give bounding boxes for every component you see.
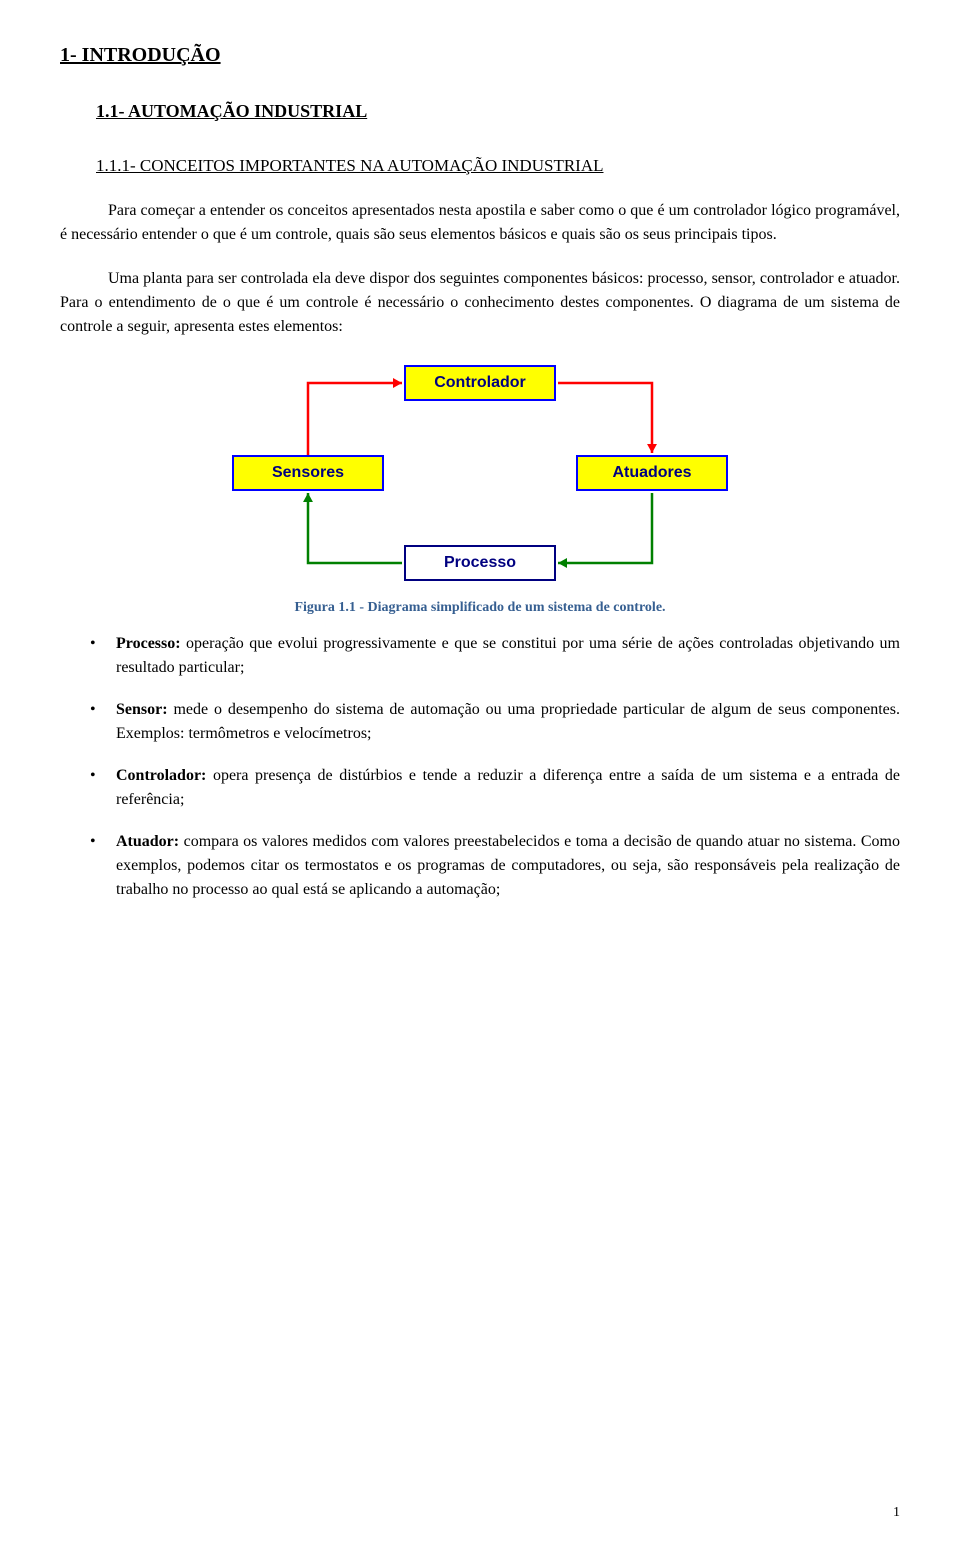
term: Atuador: xyxy=(116,833,179,850)
page-number: 1 xyxy=(893,1502,900,1523)
term: Controlador: xyxy=(116,767,206,784)
definition-text: mede o desempenho do sistema de automaçã… xyxy=(116,701,900,742)
list-item: Sensor: mede o desempenho do sistema de … xyxy=(60,698,900,746)
definition-text: operação que evolui progressivamente e q… xyxy=(116,635,900,676)
diagram-node-atuadores: Atuadores xyxy=(576,455,728,491)
diagram-node-sensores: Sensores xyxy=(232,455,384,491)
control-system-diagram: Controlador Sensores Atuadores Processo xyxy=(60,359,900,589)
list-item: Atuador: compara os valores medidos com … xyxy=(60,830,900,902)
paragraph-intro-1: Para começar a entender os conceitos apr… xyxy=(60,199,900,247)
diagram-node-controlador: Controlador xyxy=(404,365,556,401)
heading-3: 1.1.1- CONCEITOS IMPORTANTES NA AUTOMAÇÃ… xyxy=(96,153,900,179)
list-item: Controlador: opera presença de distúrbio… xyxy=(60,764,900,812)
diagram-node-processo: Processo xyxy=(404,545,556,581)
list-item: Processo: operação que evolui progressiv… xyxy=(60,632,900,680)
heading-1: 1- INTRODUÇÃO xyxy=(60,40,900,70)
term: Sensor: xyxy=(116,701,168,718)
definition-text: opera presença de distúrbios e tende a r… xyxy=(116,767,900,808)
term: Processo: xyxy=(116,635,181,652)
figure-caption: Figura 1.1 - Diagrama simplificado de um… xyxy=(60,597,900,618)
paragraph-intro-2: Uma planta para ser controlada ela deve … xyxy=(60,267,900,339)
definition-text: compara os valores medidos com valores p… xyxy=(116,833,900,898)
heading-2: 1.1- AUTOMAÇÃO INDUSTRIAL xyxy=(96,98,900,125)
definitions-list: Processo: operação que evolui progressiv… xyxy=(60,632,900,902)
